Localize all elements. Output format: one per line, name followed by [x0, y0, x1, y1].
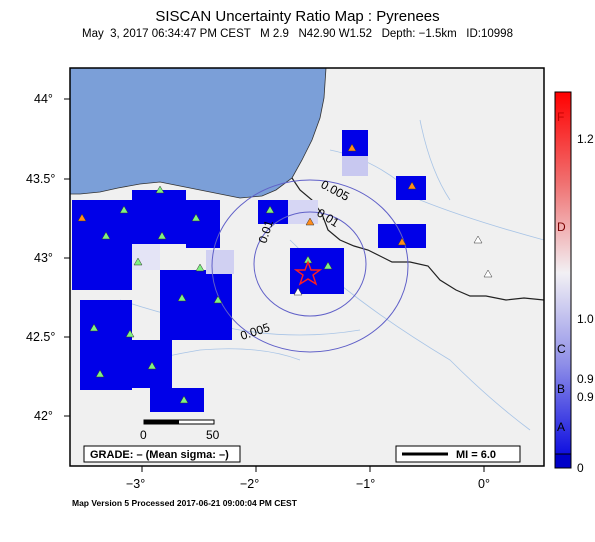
- colorbar-letter: C: [557, 342, 566, 356]
- colorbar-letter: B: [557, 382, 565, 396]
- lon-labels: −3° −2° −1° 0°: [126, 477, 490, 491]
- colorbar-value: 1.2: [577, 132, 594, 146]
- colorbar-letter: A: [557, 420, 565, 434]
- svg-text:44°: 44°: [34, 92, 53, 106]
- scalebar-zero: 0: [140, 428, 147, 442]
- scalebar: 0 50: [140, 419, 220, 442]
- contour-label: 0.01: [256, 218, 277, 245]
- epicenter-star-icon: [293, 260, 323, 286]
- colorbar-value: 0.9: [577, 390, 594, 404]
- event-info: May 3, 2017 06:34:47 PM CEST M 2.9 N42.9…: [82, 28, 513, 40]
- border-line: [291, 177, 544, 301]
- grade-text: GRADE: – (Mean sigma: –): [90, 449, 229, 461]
- svg-text:43.5°: 43.5°: [26, 172, 55, 186]
- station-triangle-icon: [77, 143, 493, 404]
- svg-text:42°: 42°: [34, 409, 53, 423]
- map-frame: [69, 67, 545, 467]
- colorbar-letter: D: [557, 220, 566, 234]
- colorbar-value: 0: [577, 461, 584, 475]
- svg-text:43°: 43°: [34, 251, 53, 265]
- map-title: SISCAN Uncertainty Ratio Map : Pyrenees: [155, 8, 440, 25]
- sea-area: [70, 68, 327, 199]
- footer-processed: Map Version 5 Processed 2017-06-21 09:00…: [72, 498, 297, 508]
- colorbar-value: 1.0: [577, 312, 594, 326]
- svg-text:−3°: −3°: [126, 477, 145, 491]
- svg-text:−1°: −1°: [356, 477, 375, 491]
- lat-labels: 44° 43.5° 43° 42.5° 42°: [26, 92, 55, 423]
- svg-text:0°: 0°: [478, 477, 490, 491]
- svg-text:42.5°: 42.5°: [26, 330, 55, 344]
- contours: [211, 179, 409, 353]
- colorbar: F D C B A 1.2 1.0 0.9 0.9 0: [554, 91, 594, 475]
- colorbar-letter: F: [557, 110, 564, 124]
- mi-text: MI = 6.0: [456, 449, 496, 461]
- mi-box: [395, 445, 521, 463]
- grade-box: [83, 445, 241, 463]
- svg-text:−2°: −2°: [240, 477, 259, 491]
- colorbar-value: 0.9: [577, 372, 594, 386]
- scalebar-fifty: 50: [206, 428, 220, 442]
- map-area: 0.005 0.01 0.01 0.005: [70, 68, 544, 466]
